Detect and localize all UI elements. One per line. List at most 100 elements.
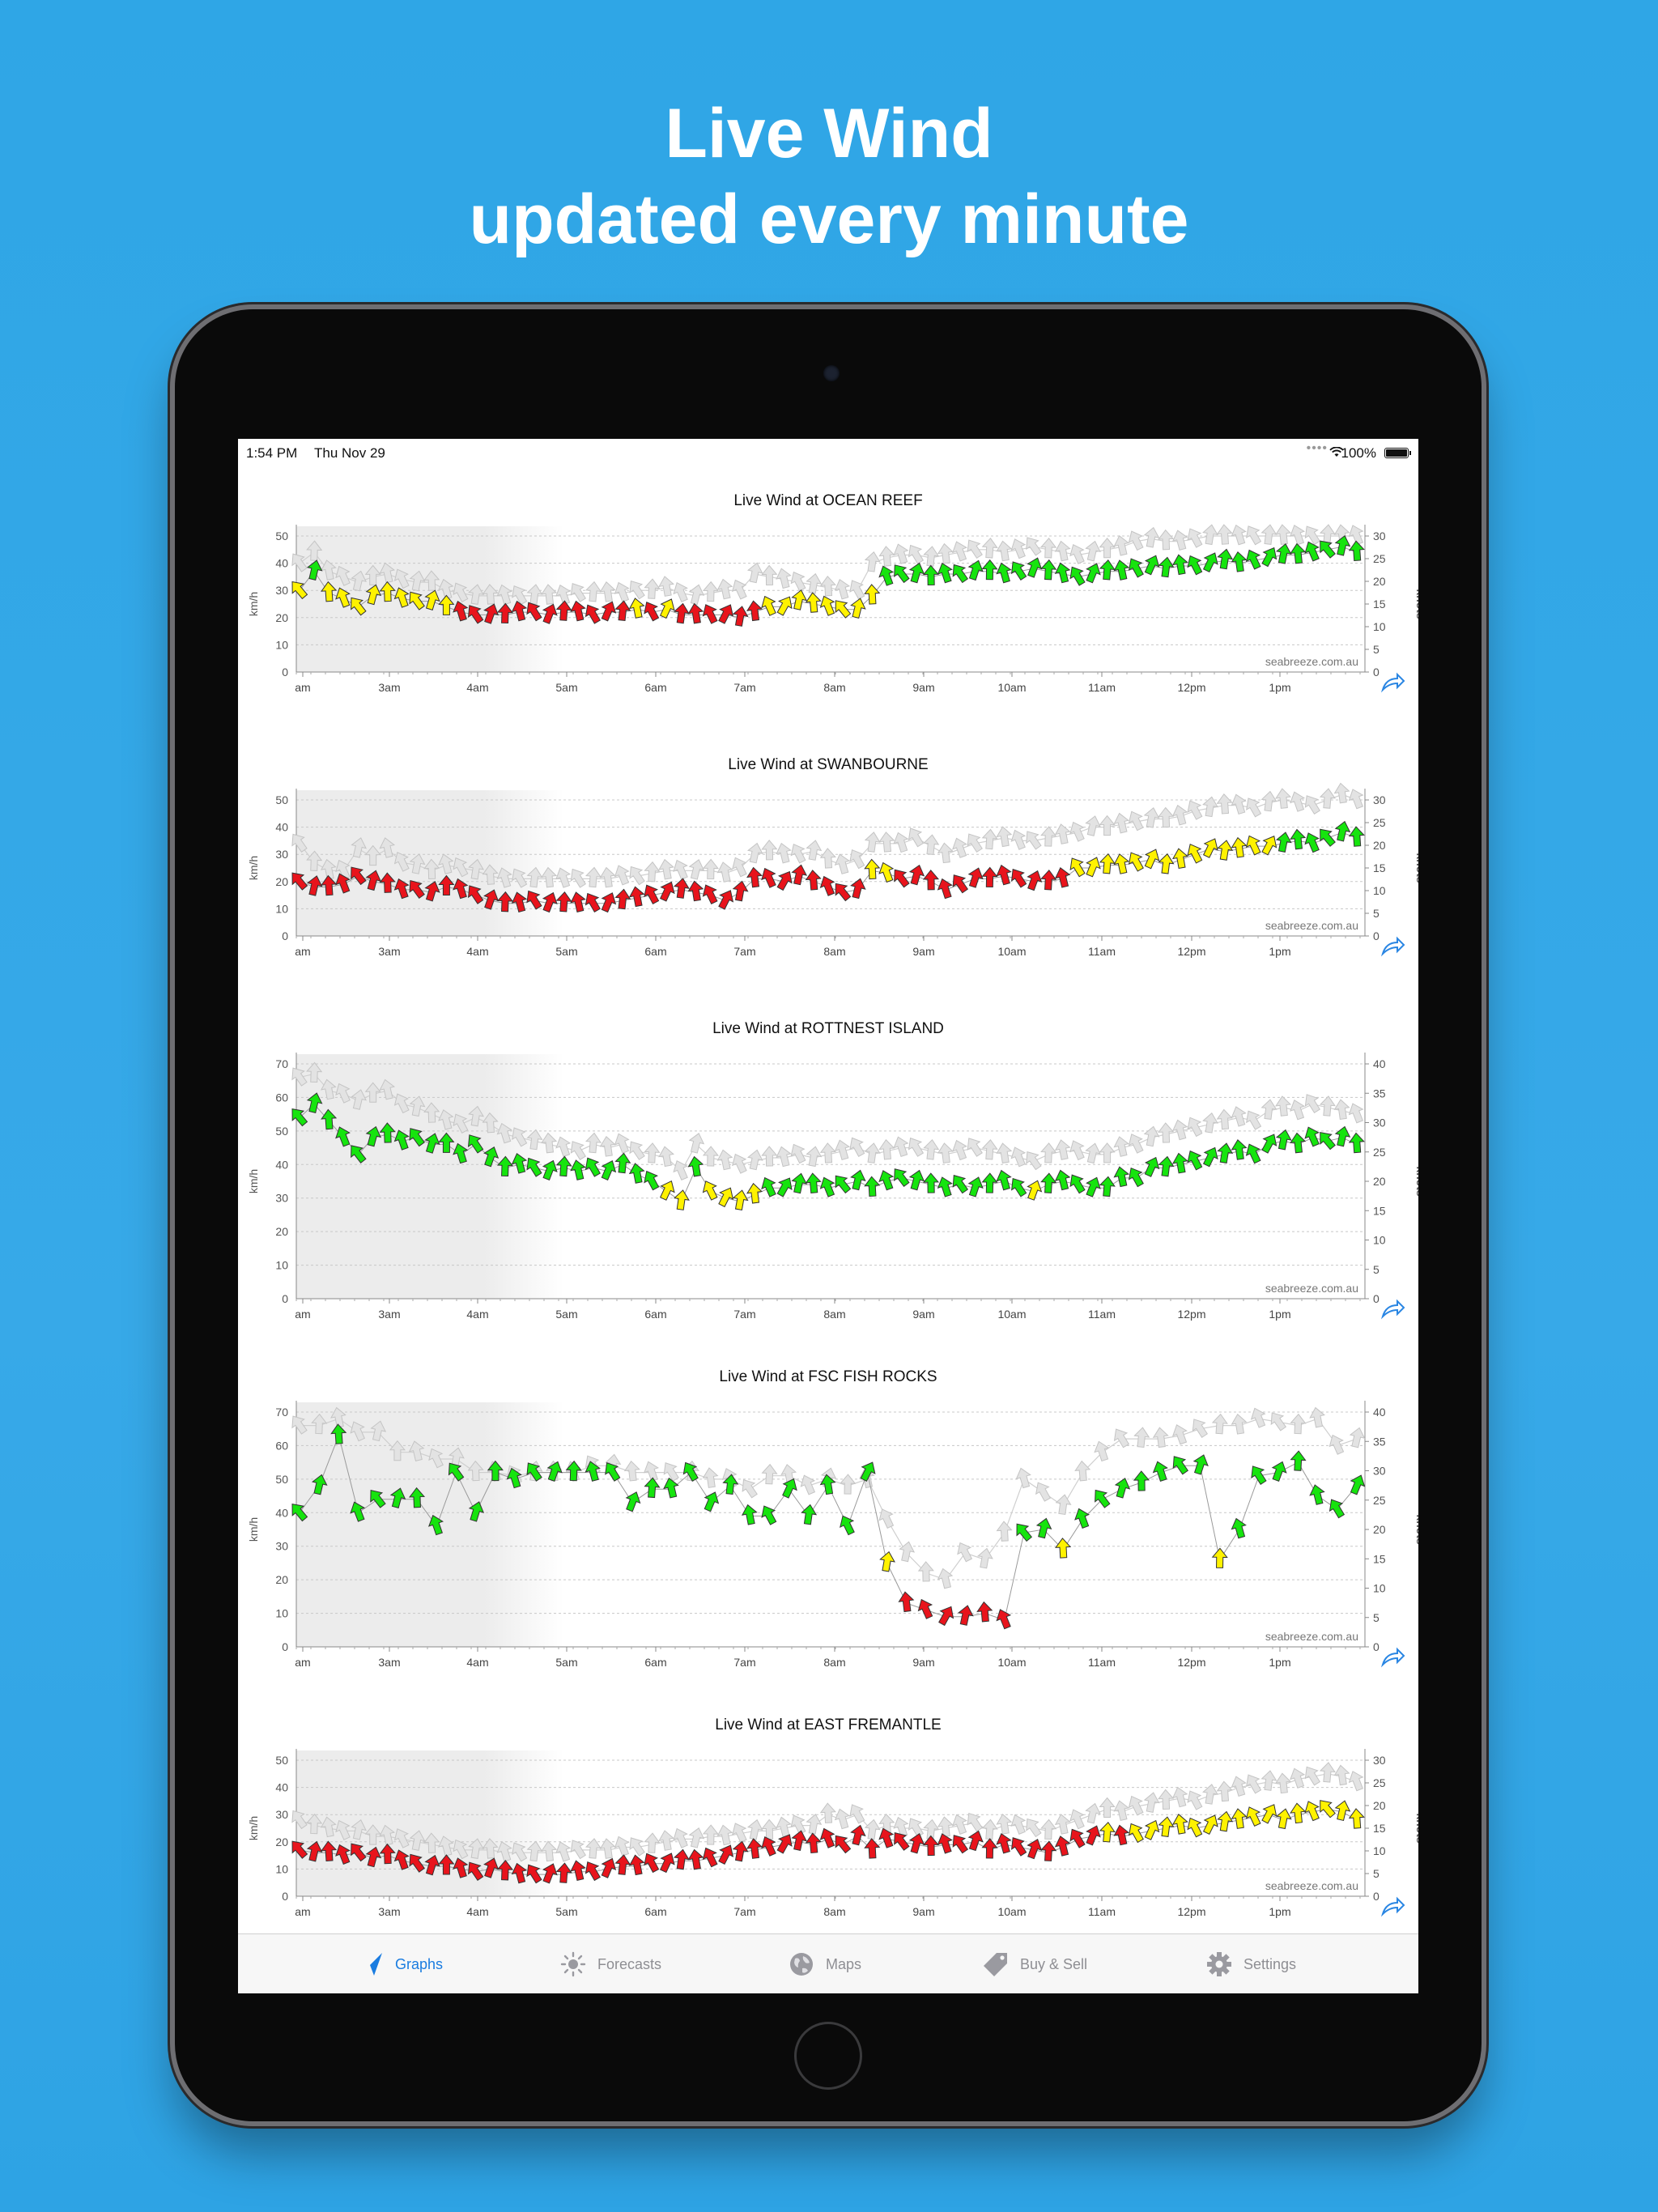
tab-graphs[interactable]: Graphs [358,1934,443,1993]
gust-arrow [1055,1494,1072,1516]
gust-arrow [834,1139,851,1161]
wind-arrow [1069,566,1086,586]
wind-arrow [718,890,734,910]
wind-arrow [335,1126,351,1147]
wind-arrow [1290,1802,1307,1824]
wind-arrow [776,1834,793,1854]
chart-ocean-reef[interactable]: Live Wind at OCEAN REEF 0 10 20 30 40 50 0 5 10 15… [238,471,1418,698]
y2-tick-label: 15 [1373,1204,1386,1217]
chart-fsc-fish-rocks[interactable]: Live Wind at FSC FISH ROCKS 0 10 20 30 40 50 60… [238,1347,1418,1671]
wind-arrow [673,1189,690,1210]
gust-arrow [937,1142,954,1163]
share-icon[interactable] [1380,1896,1405,1917]
wind-arrow [1202,1814,1218,1836]
gust-arrow [658,858,674,880]
home-button[interactable] [794,2022,862,2090]
tab-buy-sell[interactable]: Buy & Sell [983,1934,1087,1993]
x-tick-label: 12pm [1177,945,1205,958]
wind-arrow [291,581,308,600]
chart-rottnest-island[interactable]: Live Wind at ROTTNEST ISLAND 0 10 20 30 40 50 6… [238,999,1418,1323]
wind-arrow [570,600,586,622]
night-shade [296,1054,563,1299]
gust-arrow [555,1136,572,1157]
gust-arrow [1333,782,1350,804]
gust-arrow [468,1838,485,1859]
tab-forecasts[interactable]: Forecasts [560,1934,661,1993]
gust-arrow [1192,1419,1208,1438]
wind-arrow [878,565,895,586]
gust-arrow [1290,525,1306,546]
gust-arrow [1085,1802,1101,1824]
wind-arrow [673,1848,690,1870]
gust-arrow [453,582,469,602]
globe-icon [790,1953,813,1976]
wind-arrow [850,598,866,619]
y2-tick-label: 0 [1373,1640,1380,1653]
gust-arrow [1085,815,1101,836]
y2-tick-label: 30 [1373,1117,1386,1129]
wind-arrow [379,581,396,602]
wind-arrow [898,1591,915,1613]
y2-tick-label: 25 [1373,1146,1386,1159]
chart-east-fremantle[interactable]: Live Wind at EAST FREMANTLE 0 10 20 30 40 50 0 5… [238,1695,1418,1922]
x-tick-label: 8am [823,1308,845,1321]
wind-arrow [917,1598,933,1619]
gust-arrow [732,579,747,600]
wind-arrow [321,581,338,602]
wind-arrow [761,595,776,616]
share-icon[interactable] [1380,1647,1405,1668]
wind-arrow [1231,1139,1248,1160]
wind-arrow [1334,820,1351,842]
wind-arrow [335,587,351,608]
wind-arrow [732,880,749,902]
wind-arrow [687,880,704,902]
gust-arrow [306,850,323,871]
y-tick-label: 30 [275,1808,288,1821]
tab-settings[interactable]: Settings [1206,1934,1296,1993]
gust-arrow [1290,1767,1306,1789]
wind-arrow [438,1132,455,1153]
gust-arrow [1231,1106,1247,1127]
wind-arrow [453,600,469,622]
wind-arrow [952,564,969,584]
gust-arrow [1113,1136,1130,1157]
wind-arrow [409,1853,425,1873]
tab-maps[interactable]: Maps [789,1934,861,1993]
x-tick-label: 7am [733,681,755,694]
wind-arrow [306,559,323,581]
wind-chart-svg: Live Wind at EAST FREMANTLE 0 10 20 30 40 50 0 5… [247,1716,1418,1918]
wind-arrow [1202,1146,1218,1168]
gust-arrow [1128,810,1144,832]
y2-tick-label: 15 [1373,1822,1386,1835]
share-icon[interactable] [1380,672,1405,693]
gust-arrow [702,1824,719,1845]
gust-arrow [350,1421,365,1442]
share-icon[interactable] [1380,1299,1405,1320]
x-tick-label: 10am [997,1905,1026,1918]
share-icon[interactable] [1380,936,1405,957]
x-tick-label: 10am [997,1656,1026,1669]
wind-arrow [1348,826,1365,847]
gust-arrow [688,1827,705,1848]
wind-arrow [511,1153,528,1174]
gust-arrow [893,1136,909,1157]
gust-arrow [1275,1095,1292,1117]
gust-arrow [629,1141,645,1160]
x-tick-label: am [295,1308,310,1321]
gust-arrow [996,1813,1013,1835]
wind-arrow [761,867,776,888]
x-tick-label: 8am [823,1656,845,1669]
wind-arrow [1261,1804,1278,1824]
y2-tick-label: 0 [1373,929,1380,942]
y-axis-label: km/h [247,1517,260,1542]
wind-arrow [702,884,718,905]
wind-arrow [718,1844,734,1865]
wind-arrow [1261,836,1278,856]
wind-arrow [438,874,455,895]
gust-arrow [291,1810,308,1830]
wind-arrow [511,1862,528,1884]
gust-arrow [438,1109,454,1130]
chart-swanbourne[interactable]: Live Wind at SWANBOURNE 0 10 20 30 40 50 0 5 10 15… [238,735,1418,962]
gust-arrow [364,844,381,866]
wind-arrow [506,1467,522,1489]
